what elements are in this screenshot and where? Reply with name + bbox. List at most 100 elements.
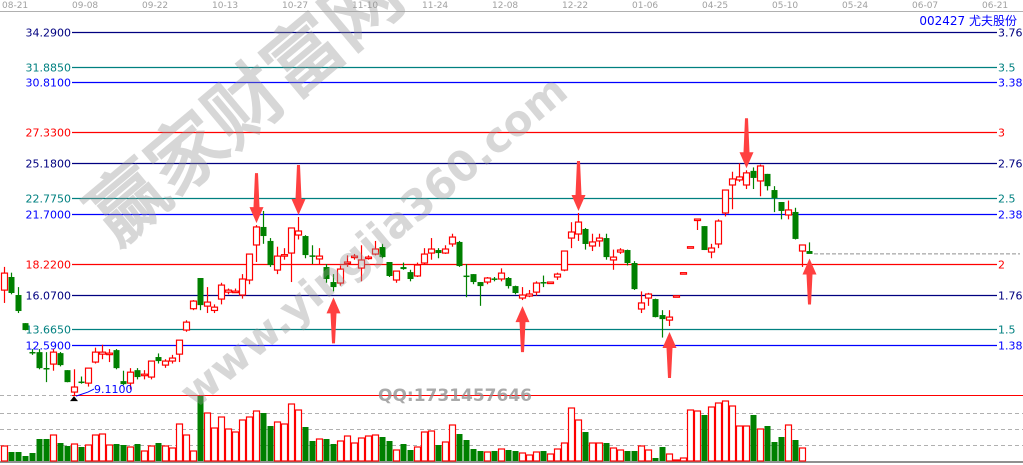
volume-bar-up	[287, 403, 296, 462]
candle-up	[672, 295, 681, 298]
level-price-label: 18.2200	[26, 259, 72, 272]
candle-down	[155, 357, 162, 362]
volume-bar-up	[707, 406, 716, 462]
volume-bar-down	[652, 458, 659, 461]
candle-down	[29, 351, 36, 354]
date-tick-label: 09-08	[72, 1, 98, 11]
arrow-up-icon	[515, 306, 530, 353]
volume-bar-up	[49, 434, 58, 462]
candle-up	[0, 272, 9, 291]
volume-bar-up	[252, 410, 261, 462]
date-tick-label: 10-13	[212, 1, 238, 11]
volume-bar-down	[309, 441, 316, 461]
candle-down	[477, 282, 484, 287]
candle-down	[386, 261, 393, 276]
volume-bar-down	[15, 452, 22, 461]
candle-up	[105, 352, 114, 356]
candle-down	[659, 315, 666, 320]
volume-bar-down	[400, 444, 407, 461]
candle-up	[721, 189, 730, 214]
volume-bar-down	[155, 443, 162, 461]
candle-up	[728, 178, 737, 186]
volume-bar-down	[197, 396, 204, 461]
candle-up	[147, 360, 156, 378]
date-tick-label: 11-10	[352, 1, 378, 11]
candle-up	[238, 278, 247, 296]
candle-up	[294, 230, 303, 236]
level-price-label: 13.6650	[26, 324, 72, 337]
volume-bar-up	[532, 451, 541, 462]
candle-down	[57, 353, 64, 366]
volume-bar-down	[540, 451, 547, 461]
candle-up	[609, 256, 618, 261]
volume-bar-down	[435, 445, 442, 461]
candle-up	[735, 176, 744, 181]
volume-bar-down	[624, 451, 631, 461]
level-price-label: 25.1800	[26, 158, 72, 171]
candle-down	[330, 282, 337, 288]
candle-up	[252, 226, 261, 246]
candle-down	[631, 263, 638, 290]
candle-down	[379, 247, 386, 258]
volume-bar-up	[525, 454, 534, 462]
volume-bar-up	[686, 409, 695, 462]
level-ratio-label: 2	[998, 259, 1005, 272]
candle-down	[64, 370, 71, 383]
level-price-label: 30.8100	[26, 77, 72, 90]
volume-bar-up	[784, 424, 793, 462]
candle-up	[189, 300, 198, 310]
candle-down	[624, 250, 631, 264]
volume-bar-up	[609, 447, 618, 462]
candle-down	[778, 202, 785, 211]
candle-down	[540, 282, 547, 284]
volume-bar-up	[616, 449, 625, 462]
candle-up	[168, 357, 177, 362]
stock-title: 002427 尤夫股份	[919, 14, 1017, 28]
candle-up	[84, 367, 93, 384]
volume-bar-up	[588, 442, 597, 462]
volume-bar-up	[595, 442, 604, 462]
volume-bar-up	[350, 442, 359, 462]
level-price-label: 27.3300	[26, 127, 72, 140]
volume-bar-up	[70, 443, 79, 462]
volume-bar-up	[392, 449, 401, 462]
candle-down	[113, 350, 120, 369]
volume-bar-up	[84, 444, 93, 462]
volume-bar-down	[29, 453, 36, 461]
volume-bar-down	[750, 415, 757, 461]
candle-up	[140, 373, 149, 377]
candle-up	[798, 244, 807, 252]
candle-up	[595, 237, 604, 242]
volume-bar-up	[217, 416, 226, 462]
volume-bar-down	[22, 456, 29, 461]
candle-down	[652, 299, 659, 318]
candle-up	[182, 321, 191, 331]
candle-down	[197, 278, 204, 306]
candle-up	[448, 236, 457, 245]
candle-up	[70, 386, 79, 393]
level-ratio-label: 3.76	[998, 27, 1023, 40]
candle-up	[273, 255, 282, 271]
volume-bar-up	[336, 440, 345, 462]
candle-down	[750, 170, 757, 178]
volume-bar-up	[189, 450, 198, 462]
level-price-label: 12.5900	[26, 340, 72, 353]
candle-up	[693, 218, 702, 222]
volume-bar-up	[413, 446, 422, 462]
candle-down	[771, 190, 778, 198]
volume-bar-up	[364, 435, 373, 462]
candle-down	[22, 323, 29, 331]
volume-bar-up	[0, 445, 9, 462]
candle-up	[518, 294, 527, 299]
candle-down	[8, 276, 15, 294]
candle-up	[224, 289, 233, 293]
volume-bar-down	[463, 440, 470, 461]
arrow-down-icon	[739, 118, 754, 169]
candle-down	[43, 367, 50, 370]
volume-bar-up	[224, 428, 233, 462]
candle-up	[679, 272, 688, 275]
arrow-down-icon	[249, 173, 264, 224]
volume-bar-down	[407, 450, 414, 461]
volume-bar-up	[238, 419, 247, 462]
volume-bar-down	[771, 442, 778, 461]
